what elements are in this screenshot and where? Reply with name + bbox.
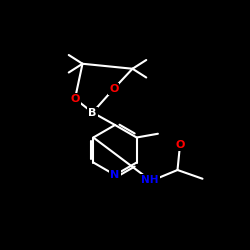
Text: N: N [110, 170, 120, 180]
Text: O: O [175, 140, 185, 150]
Text: B: B [88, 108, 97, 118]
Text: O: O [70, 94, 80, 104]
Text: NH: NH [141, 175, 159, 185]
Text: O: O [109, 84, 118, 94]
